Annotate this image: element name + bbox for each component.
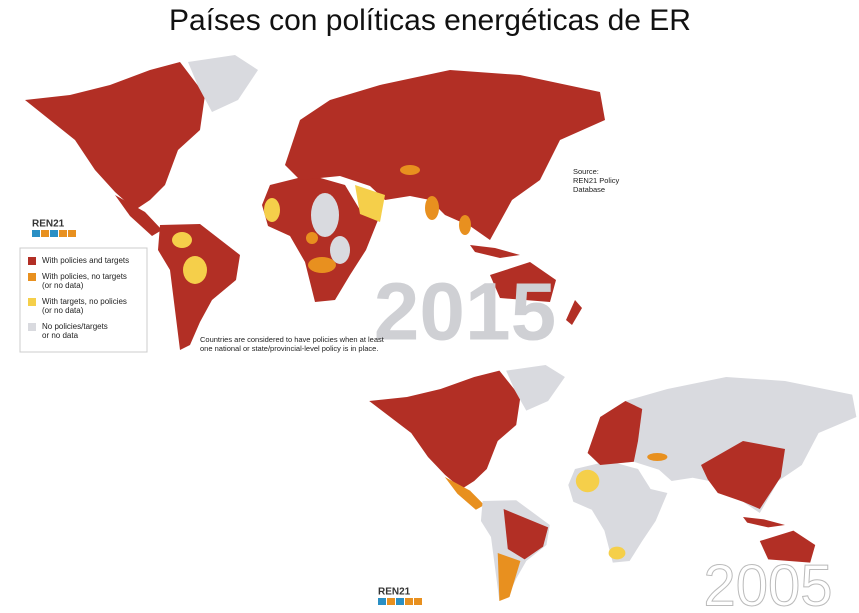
note-line: Countries are considered to have policie… <box>200 335 385 344</box>
logo: REN21 <box>32 219 76 237</box>
note: Countries are considered to have policie… <box>200 335 385 353</box>
source-line: Source: <box>573 167 599 176</box>
legend-swatch <box>28 298 36 306</box>
note-line: one national or state/provincial-level p… <box>200 344 378 353</box>
legend-label: (or no data) <box>42 306 84 315</box>
source-line: Database <box>573 185 605 194</box>
map-year: 2005 <box>703 553 832 613</box>
legend-label: With targets, no policies <box>42 297 127 306</box>
logo: REN21 <box>378 587 422 605</box>
legend-swatch <box>28 273 36 281</box>
map-year: 2015 <box>374 267 556 358</box>
legend-swatch <box>28 257 36 265</box>
legend-label: No policies/targets <box>42 322 108 331</box>
legend-label: (or no data) <box>42 281 84 290</box>
legend-box <box>19 247 148 353</box>
map-2005 <box>369 365 857 601</box>
legend: With policies and targets With policies, … <box>28 256 129 340</box>
logo-text: REN21 <box>378 587 411 598</box>
slide-title: Países con políticas energéticas de ER <box>169 4 691 37</box>
logo-text: REN21 <box>32 219 65 230</box>
source-line: REN21 Policy <box>573 176 620 185</box>
legend-swatch <box>28 323 36 331</box>
legend-label: With policies, no targets <box>42 272 127 281</box>
legend-label: With policies and targets <box>42 256 129 265</box>
legend-label: or no data <box>42 331 79 340</box>
map-2015 <box>25 55 605 350</box>
